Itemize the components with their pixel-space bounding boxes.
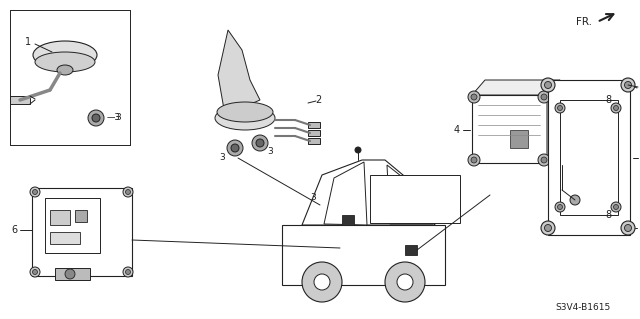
Circle shape [227, 140, 243, 156]
Bar [510, 130, 528, 148]
Text: 3: 3 [267, 147, 273, 157]
Circle shape [555, 103, 565, 113]
Circle shape [125, 270, 131, 275]
Circle shape [123, 267, 133, 277]
Circle shape [397, 274, 413, 290]
Bar [472, 95, 547, 163]
Circle shape [30, 187, 40, 197]
Text: 8: 8 [605, 95, 611, 105]
Circle shape [385, 262, 425, 302]
Circle shape [302, 262, 342, 302]
Text: FR.: FR. [576, 17, 592, 27]
Text: 3: 3 [219, 152, 225, 161]
Circle shape [231, 144, 239, 152]
Bar [50, 232, 80, 244]
Circle shape [614, 204, 618, 210]
Circle shape [545, 225, 552, 232]
Text: 3: 3 [310, 194, 316, 203]
Circle shape [88, 110, 104, 126]
Bar [342, 215, 354, 225]
Text: 6: 6 [12, 225, 18, 235]
Text: 2: 2 [315, 95, 321, 105]
Bar [308, 138, 320, 144]
Bar [560, 100, 618, 215]
Circle shape [557, 106, 563, 110]
Ellipse shape [57, 65, 73, 75]
Text: 8: 8 [605, 210, 611, 220]
Circle shape [471, 94, 477, 100]
Bar [405, 245, 417, 255]
Ellipse shape [35, 52, 95, 72]
Bar [50, 210, 70, 225]
Bar [55, 268, 90, 280]
Circle shape [625, 225, 632, 232]
Text: 3: 3 [115, 113, 121, 122]
Circle shape [65, 269, 75, 279]
Circle shape [471, 157, 477, 163]
Circle shape [538, 154, 550, 166]
Circle shape [611, 202, 621, 212]
Circle shape [92, 114, 100, 122]
Polygon shape [387, 165, 433, 224]
Circle shape [314, 274, 330, 290]
Bar [370, 175, 460, 223]
Circle shape [256, 139, 264, 147]
Circle shape [541, 221, 555, 235]
Bar [45, 198, 100, 253]
Bar [548, 80, 630, 235]
Circle shape [545, 81, 552, 88]
Circle shape [614, 106, 618, 110]
Circle shape [555, 202, 565, 212]
Circle shape [611, 103, 621, 113]
Bar [308, 122, 320, 128]
Circle shape [625, 81, 632, 88]
Text: 4: 4 [454, 125, 460, 135]
Circle shape [33, 189, 38, 195]
Circle shape [125, 189, 131, 195]
Circle shape [538, 91, 550, 103]
Circle shape [621, 221, 635, 235]
Ellipse shape [217, 102, 273, 122]
Polygon shape [472, 80, 560, 95]
Bar [10, 96, 30, 104]
Circle shape [570, 195, 580, 205]
Circle shape [468, 91, 480, 103]
Circle shape [33, 270, 38, 275]
Ellipse shape [33, 41, 97, 69]
Bar [308, 130, 320, 136]
Text: S3V4-B1615: S3V4-B1615 [555, 302, 611, 311]
Circle shape [468, 154, 480, 166]
Circle shape [355, 147, 361, 153]
Polygon shape [218, 30, 260, 115]
Bar [32, 188, 132, 276]
Circle shape [621, 78, 635, 92]
Ellipse shape [215, 106, 275, 130]
Bar [75, 210, 87, 222]
Text: —3: —3 [106, 114, 120, 122]
Polygon shape [547, 80, 560, 163]
Circle shape [557, 204, 563, 210]
Circle shape [541, 78, 555, 92]
Circle shape [123, 187, 133, 197]
Polygon shape [324, 162, 367, 225]
Circle shape [541, 157, 547, 163]
Circle shape [252, 135, 268, 151]
Bar [282, 225, 445, 285]
Circle shape [541, 94, 547, 100]
Text: 1: 1 [25, 37, 31, 47]
Polygon shape [302, 160, 435, 225]
Circle shape [30, 267, 40, 277]
